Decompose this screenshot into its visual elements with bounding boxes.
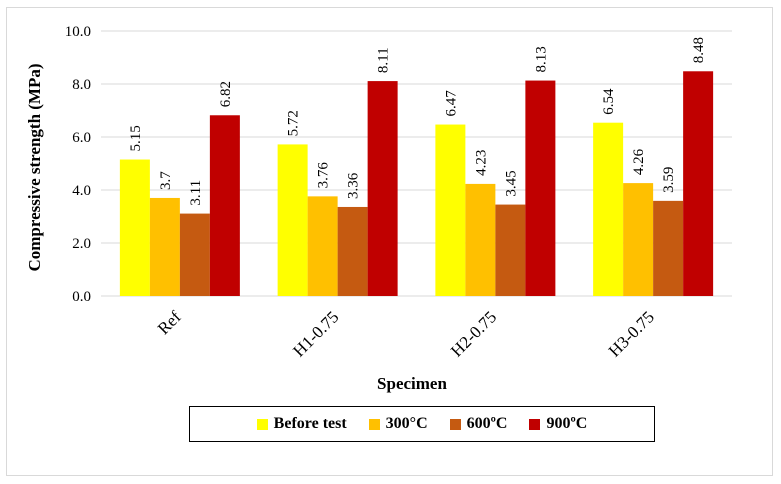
legend-swatch [256, 418, 268, 430]
y-tick-label: 8.0 [72, 77, 91, 93]
y-tick-label: 0.0 [72, 289, 91, 305]
bar [119, 159, 150, 296]
legend-label: 300°C [385, 415, 428, 432]
x-category-label: Ref [154, 307, 185, 338]
legend-item: 300°C [368, 415, 428, 433]
data-label: 3.45 [503, 170, 519, 196]
legend-label: 600ºC [466, 415, 508, 432]
bar [277, 144, 308, 296]
bar [593, 122, 624, 296]
data-label: 8.48 [691, 37, 707, 63]
bar [525, 80, 556, 297]
legend-swatch [529, 418, 541, 430]
data-label: 3.76 [316, 162, 332, 189]
legend-item: Before test [256, 415, 347, 433]
data-label: 8.13 [533, 46, 549, 72]
bar [337, 206, 368, 296]
x-category-label: H3-0.75 [605, 307, 658, 360]
data-label: 6.82 [218, 81, 234, 107]
y-tick-label: 6.0 [72, 130, 91, 146]
data-label: 5.72 [286, 110, 302, 136]
data-label: 6.54 [601, 88, 617, 115]
legend-item: 600ºC [449, 415, 508, 433]
bar [307, 196, 338, 296]
data-label: 5.15 [128, 125, 144, 151]
bar [367, 81, 398, 297]
legend: Before test 300°C 600ºC 900ºC [189, 406, 655, 442]
data-label: 8.11 [376, 47, 392, 73]
y-tick-label: 4.0 [72, 183, 91, 199]
legend-label: 900ºC [546, 415, 588, 432]
data-label: 6.47 [443, 90, 459, 117]
y-axis-title: Compressive strength (MPa) [25, 63, 44, 271]
data-label: 3.11 [188, 180, 204, 206]
data-label: 4.23 [473, 150, 489, 176]
x-category-label: H2-0.75 [447, 307, 500, 360]
x-axis-title: Specimen [377, 374, 447, 393]
bars [119, 71, 714, 297]
bar [653, 200, 684, 296]
legend-item: 900ºC [529, 415, 587, 433]
bar [465, 183, 496, 296]
data-label: 3.36 [346, 172, 362, 199]
bar [623, 183, 654, 296]
bar [683, 71, 714, 296]
bar [495, 204, 526, 296]
legend-label: Before test [273, 415, 347, 432]
x-category-label: H1-0.75 [289, 307, 342, 360]
data-labels: 5.15 3.7 3.11 6.82 5.72 3.76 3.36 8.11 6.47 4.23 3… [128, 37, 707, 206]
chart-frame [6, 7, 773, 476]
data-label: 4.26 [631, 148, 647, 175]
legend-swatch [368, 418, 380, 430]
data-label: 3.7 [158, 171, 174, 190]
data-label: 3.59 [661, 167, 677, 193]
x-axis-categories: Ref H1-0.75 H2-0.75 H3-0.75 [154, 307, 658, 360]
bar [149, 197, 180, 296]
bar [435, 124, 466, 296]
bar [179, 213, 210, 296]
legend-swatch [449, 418, 461, 430]
y-tick-label: 2.0 [72, 236, 91, 252]
y-axis-ticks: 0.0 2.0 4.0 6.0 8.0 10.0 [65, 24, 91, 305]
bar [209, 115, 240, 297]
y-tick-label: 10.0 [65, 24, 91, 40]
